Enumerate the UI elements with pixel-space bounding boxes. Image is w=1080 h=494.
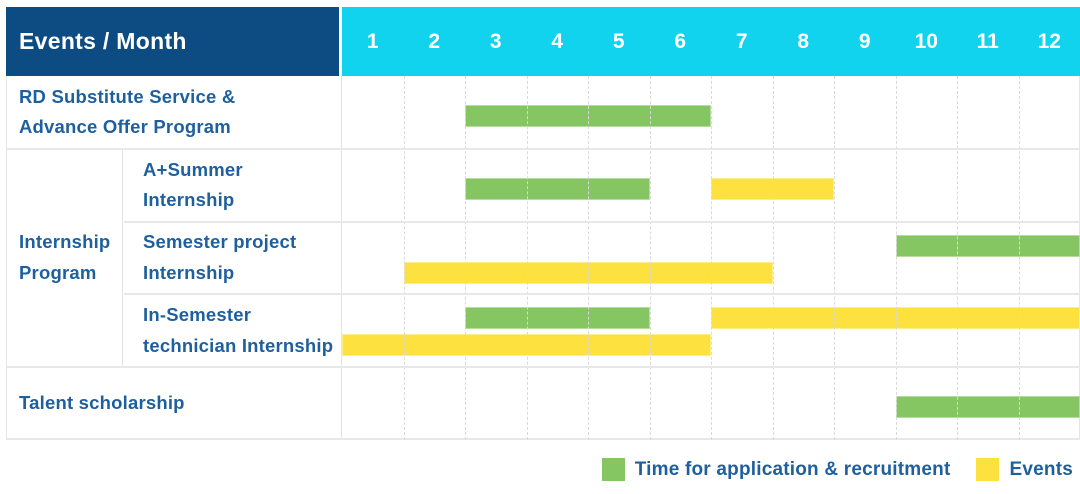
month-gridline xyxy=(403,76,405,440)
group-cell-internship-program: Internship Program xyxy=(6,148,123,368)
row-label: Talent scholarship xyxy=(19,392,185,414)
gantt-bar-green-m10-m12 xyxy=(895,234,1080,257)
row-label-cell: In-Semester technician Internship xyxy=(124,294,342,367)
month-gridline xyxy=(588,76,589,440)
row-separator xyxy=(124,293,1080,296)
row-a-plus-summer-internship: A+Summer Internship xyxy=(6,149,1080,222)
row-talent-scholarship: Talent scholarship xyxy=(6,367,1080,440)
row-label-cell: Semester project Internship xyxy=(124,222,342,295)
row-label-cell: RD Substitute Service & Advance Offer Pr… xyxy=(6,76,342,149)
row-separator xyxy=(6,147,1080,150)
row-label: RD Substitute Service & Advance Offer Pr… xyxy=(19,85,236,138)
events-month-title: Events / Month xyxy=(19,28,187,54)
month-header-cell-2: 2 xyxy=(428,29,441,53)
row-label: Semester project Internship xyxy=(143,231,297,283)
month-header-cell-12: 12 xyxy=(1037,29,1061,53)
legend-item-yellow: Events xyxy=(976,458,1073,481)
month-gridline xyxy=(526,76,528,440)
month-gridline xyxy=(834,76,835,440)
row-label-cell: Talent scholarship xyxy=(6,367,342,440)
gantt-bar-green-m3-m5 xyxy=(465,307,650,330)
table-body: Internship Program RD Substitute Service… xyxy=(6,76,1080,440)
month-header-cell-6: 6 xyxy=(674,29,687,53)
month-header-cell-1: 1 xyxy=(366,29,379,53)
gantt-bar-green-m10-m12 xyxy=(895,396,1080,419)
row-separator xyxy=(6,366,1080,369)
schedule-table: Events / Month 1 2 3 4 5 6 7 8 9 10 11 12 Internshi… xyxy=(6,7,1080,440)
row-separator xyxy=(124,220,1080,223)
legend-item-green: Time for application & recruitment xyxy=(601,458,951,481)
month-gridline xyxy=(649,76,651,440)
row-label: In-Semester technician Internship xyxy=(143,304,334,356)
month-gridline xyxy=(957,76,958,440)
table-bottom-border xyxy=(6,438,1080,440)
month-gridline xyxy=(711,76,712,440)
month-header-cell-9: 9 xyxy=(858,29,871,53)
row-semester-project-internship: Semester project Internship xyxy=(6,222,1080,295)
month-gridline xyxy=(465,76,466,440)
label-chart-divider xyxy=(341,76,342,440)
month-header-row: 1 2 3 4 5 6 7 8 9 10 11 12 xyxy=(342,7,1080,76)
row-label: A+Summer Internship xyxy=(143,158,243,211)
table-left-border xyxy=(6,76,7,440)
legend-label: Events xyxy=(1009,458,1073,480)
month-header-cell-10: 10 xyxy=(914,29,938,53)
month-gridline xyxy=(1018,76,1020,440)
month-gridline xyxy=(895,76,897,440)
month-header-cell-11: 11 xyxy=(976,29,999,53)
gantt-bar-green-m3-m5 xyxy=(465,177,650,200)
row-label-cell: A+Summer Internship xyxy=(124,149,342,222)
row-in-semester-technician-internship: In-Semester technician Internship xyxy=(6,294,1080,367)
group-label: Internship Program xyxy=(19,231,111,283)
green-legend-swatch xyxy=(601,458,625,481)
month-header-cell-3: 3 xyxy=(489,29,502,53)
legend-label: Time for application & recruitment xyxy=(634,458,951,480)
month-gridline xyxy=(772,76,774,440)
month-header-cell-8: 8 xyxy=(797,29,810,53)
month-header-cell-5: 5 xyxy=(612,29,625,53)
month-header-cell-7: 7 xyxy=(735,29,748,53)
legend: Time for application & recruitment Events xyxy=(576,458,1073,481)
yellow-legend-swatch xyxy=(976,458,1000,481)
month-header-cell-4: 4 xyxy=(551,29,564,53)
events-month-header-cell: Events / Month xyxy=(6,7,339,76)
row-rd-substitute-service: RD Substitute Service & Advance Offer Pr… xyxy=(6,76,1080,149)
